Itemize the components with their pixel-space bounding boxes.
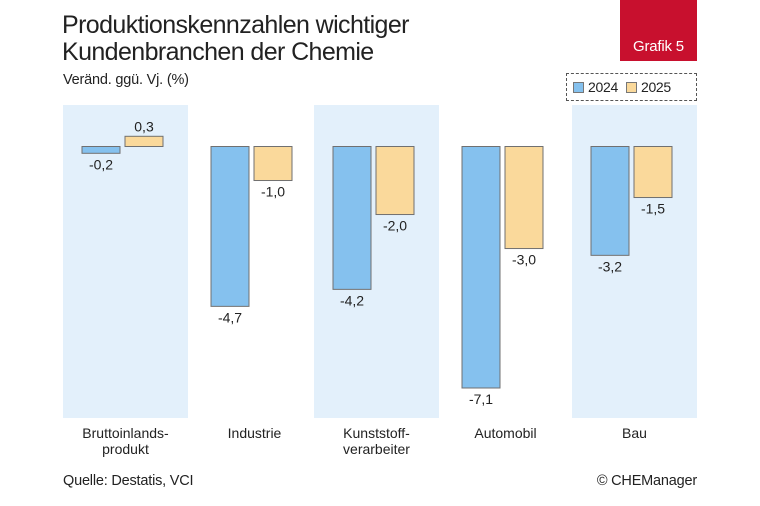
legend-swatch-2024 [573,81,584,93]
category-label-kunststoff-1: Kunststoff- [343,425,410,441]
data-label-2025-kunststoff: -2,0 [383,218,407,234]
data-label-2024-bip: -0,2 [89,156,113,172]
bar-2024-bip [81,146,121,154]
data-label-2025-automobil: -3,0 [512,252,536,268]
data-label-2025-bip: 0,3 [134,118,154,134]
category-label-bau: Bau [622,425,647,441]
source-note: Quelle: Destatis, VCI [63,473,194,489]
data-label-2024-kunststoff: -4,2 [340,292,364,308]
bar-2025-kunststoff [375,146,415,216]
bar-2025-bau [633,146,673,199]
data-label-2024-automobil: -7,1 [469,391,493,407]
legend-label-2025: 2025 [640,79,671,95]
category-label-automobil: Automobil [474,425,536,441]
category-label-bip-2: produkt [102,441,149,457]
copyright-note: © CHEManager [596,473,697,489]
chart-title-line-1: Produktionskennzahlen wichtiger [62,11,410,39]
chart-title-line-2: Kundenbranchen der Chemie [62,38,374,66]
legend-swatch-2025 [625,81,637,93]
figure-badge: Grafik 5 [620,0,697,61]
data-label-2025-bau: -1,5 [641,201,665,217]
category-label-industrie: Industrie [228,425,282,441]
data-label-2024-industrie: -4,7 [218,309,242,325]
category-band-0 [63,105,188,418]
category-label-kunststoff-2: verarbeiter [343,441,410,457]
data-label-2024-bau: -3,2 [598,258,622,274]
bar-2025-industrie [253,146,293,182]
bar-2024-industrie [210,146,250,307]
chart-subtitle: Veränd. ggü. Vj. (%) [63,72,189,88]
chart-title: Produktionskennzahlen wichtiger Kundenbr… [62,12,532,66]
legend-item-2024: 2024 [573,79,618,95]
bar-2025-bip [124,135,164,148]
bar-2025-automobil [504,146,544,250]
legend: 2024 2025 [566,73,697,101]
legend-label-2024: 2024 [588,79,618,95]
bar-2024-kunststoff [332,146,372,290]
legend-item-2025: 2025 [625,79,671,95]
category-label-bip-1: Bruttoinlands- [82,425,169,441]
bar-2024-bau [590,146,630,256]
bar-2024-automobil [461,146,501,389]
data-label-2025-industrie: -1,0 [261,184,285,200]
